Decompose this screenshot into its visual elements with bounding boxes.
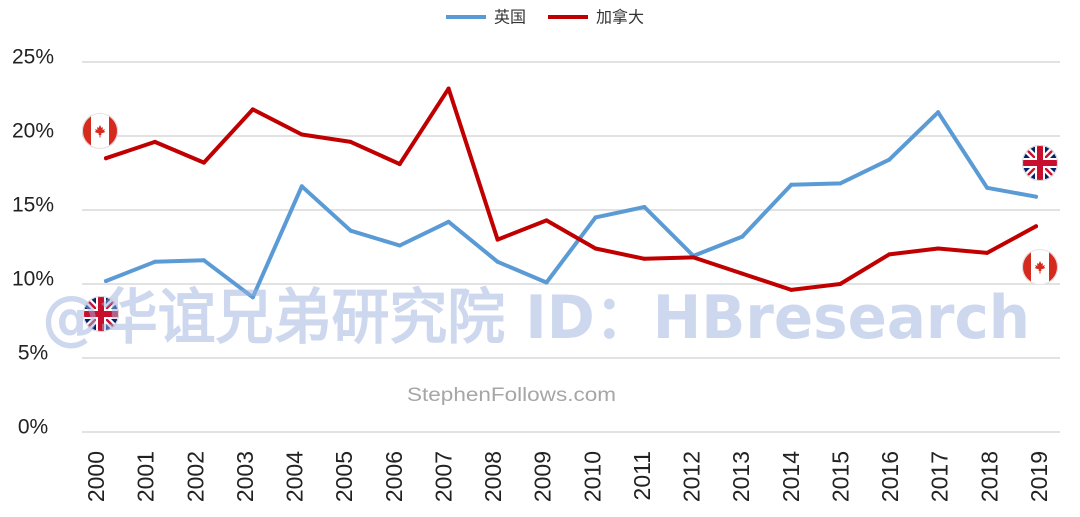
y-tick-label: 25% bbox=[12, 46, 54, 69]
canada-data-point bbox=[104, 156, 108, 161]
y-tick-label: 0% bbox=[18, 416, 48, 439]
y-tick-label: 5% bbox=[18, 342, 48, 365]
gridlines bbox=[82, 61, 1060, 433]
x-tick-label: 2018 bbox=[976, 451, 1002, 502]
x-tick-label: 2015 bbox=[827, 451, 853, 502]
uk-series bbox=[104, 110, 1038, 300]
canada-data-point bbox=[348, 139, 353, 144]
x-tick-label: 2006 bbox=[381, 451, 407, 502]
canada-flag-icon bbox=[1022, 249, 1058, 285]
canada-data-point bbox=[740, 271, 745, 276]
x-tick-label: 2012 bbox=[679, 451, 705, 502]
uk-data-point bbox=[642, 205, 647, 209]
uk-data-point bbox=[446, 219, 451, 224]
x-tick-label: 2013 bbox=[728, 451, 754, 502]
canada-data-point bbox=[936, 246, 941, 251]
canada-flag-icon bbox=[82, 113, 118, 149]
uk-data-point bbox=[740, 234, 745, 239]
uk-data-point bbox=[789, 182, 794, 187]
canada-data-point bbox=[642, 256, 647, 261]
canada-data-point bbox=[789, 287, 794, 292]
uk-data-point bbox=[397, 243, 402, 248]
canada-data-point bbox=[152, 139, 157, 144]
source-watermark: StephenFollows.com bbox=[407, 385, 616, 406]
uk-data-point bbox=[544, 280, 549, 285]
uk-data-point bbox=[1034, 194, 1038, 199]
canada-data-point bbox=[838, 282, 843, 286]
x-tick-label: 2001 bbox=[133, 451, 159, 502]
y-tick-label: 15% bbox=[12, 194, 54, 217]
x-tick-label: 2008 bbox=[480, 451, 506, 502]
y-tick-label: 20% bbox=[12, 120, 54, 143]
x-tick-label: 2004 bbox=[282, 451, 308, 502]
x-tick-label: 2003 bbox=[232, 451, 258, 502]
x-tick-label: 2007 bbox=[430, 451, 456, 502]
canada-data-point bbox=[397, 162, 402, 167]
x-axis-tick-labels: 2000 2001 2002 2003 2004 2005 2006 2007 2008 2009… bbox=[83, 451, 1052, 502]
y-axis-tick-labels: 0% 5% 10% 15% 20% 25% bbox=[12, 46, 54, 439]
canada-data-point bbox=[593, 246, 598, 251]
uk-flag-icon bbox=[1022, 145, 1058, 181]
x-tick-label: 2019 bbox=[1026, 451, 1052, 502]
legend-label-canada: 加拿大 bbox=[596, 8, 644, 27]
canada-data-point bbox=[691, 255, 696, 260]
uk-data-point bbox=[104, 279, 108, 283]
x-tick-label: 2011 bbox=[629, 451, 655, 500]
canada-data-point bbox=[250, 107, 255, 112]
canada-data-point bbox=[985, 250, 990, 255]
y-tick-label: 10% bbox=[12, 268, 54, 291]
legend: 英国 加拿大 bbox=[446, 8, 644, 27]
uk-data-point bbox=[495, 259, 500, 264]
canada-data-point bbox=[495, 237, 500, 242]
uk-data-point bbox=[985, 185, 990, 190]
x-tick-label: 2009 bbox=[530, 451, 556, 502]
uk-data-point bbox=[593, 215, 598, 220]
legend-label-uk: 英国 bbox=[494, 8, 526, 27]
x-tick-label: 2010 bbox=[579, 451, 605, 502]
canada-series-line bbox=[104, 86, 1038, 292]
uk-data-point bbox=[201, 258, 206, 263]
x-tick-label: 2005 bbox=[331, 451, 357, 502]
uk-data-point bbox=[152, 259, 157, 264]
uk-series-line bbox=[104, 110, 1038, 300]
canada-data-point bbox=[544, 218, 549, 223]
uk-data-point bbox=[838, 181, 843, 186]
x-tick-label: 2000 bbox=[83, 451, 109, 502]
x-tick-label: 2014 bbox=[778, 451, 804, 502]
uk-data-point bbox=[348, 228, 353, 233]
series-lines bbox=[104, 86, 1038, 300]
uk-data-point bbox=[299, 184, 304, 189]
canada-data-point bbox=[887, 252, 892, 257]
canada-data-point bbox=[446, 86, 451, 91]
canada-data-point bbox=[1034, 224, 1038, 229]
uk-data-point bbox=[250, 295, 255, 300]
brand-watermark: @华谊兄弟研究院 ID：HBresearch bbox=[42, 283, 1030, 353]
uk-data-point bbox=[887, 157, 892, 162]
uk-data-point bbox=[936, 110, 941, 115]
x-tick-label: 2016 bbox=[877, 451, 903, 502]
canada-data-point bbox=[201, 160, 206, 165]
x-tick-label: 2002 bbox=[182, 451, 208, 502]
canada-data-point bbox=[299, 132, 304, 137]
canada-series bbox=[104, 86, 1038, 292]
x-tick-label: 2017 bbox=[927, 451, 953, 502]
